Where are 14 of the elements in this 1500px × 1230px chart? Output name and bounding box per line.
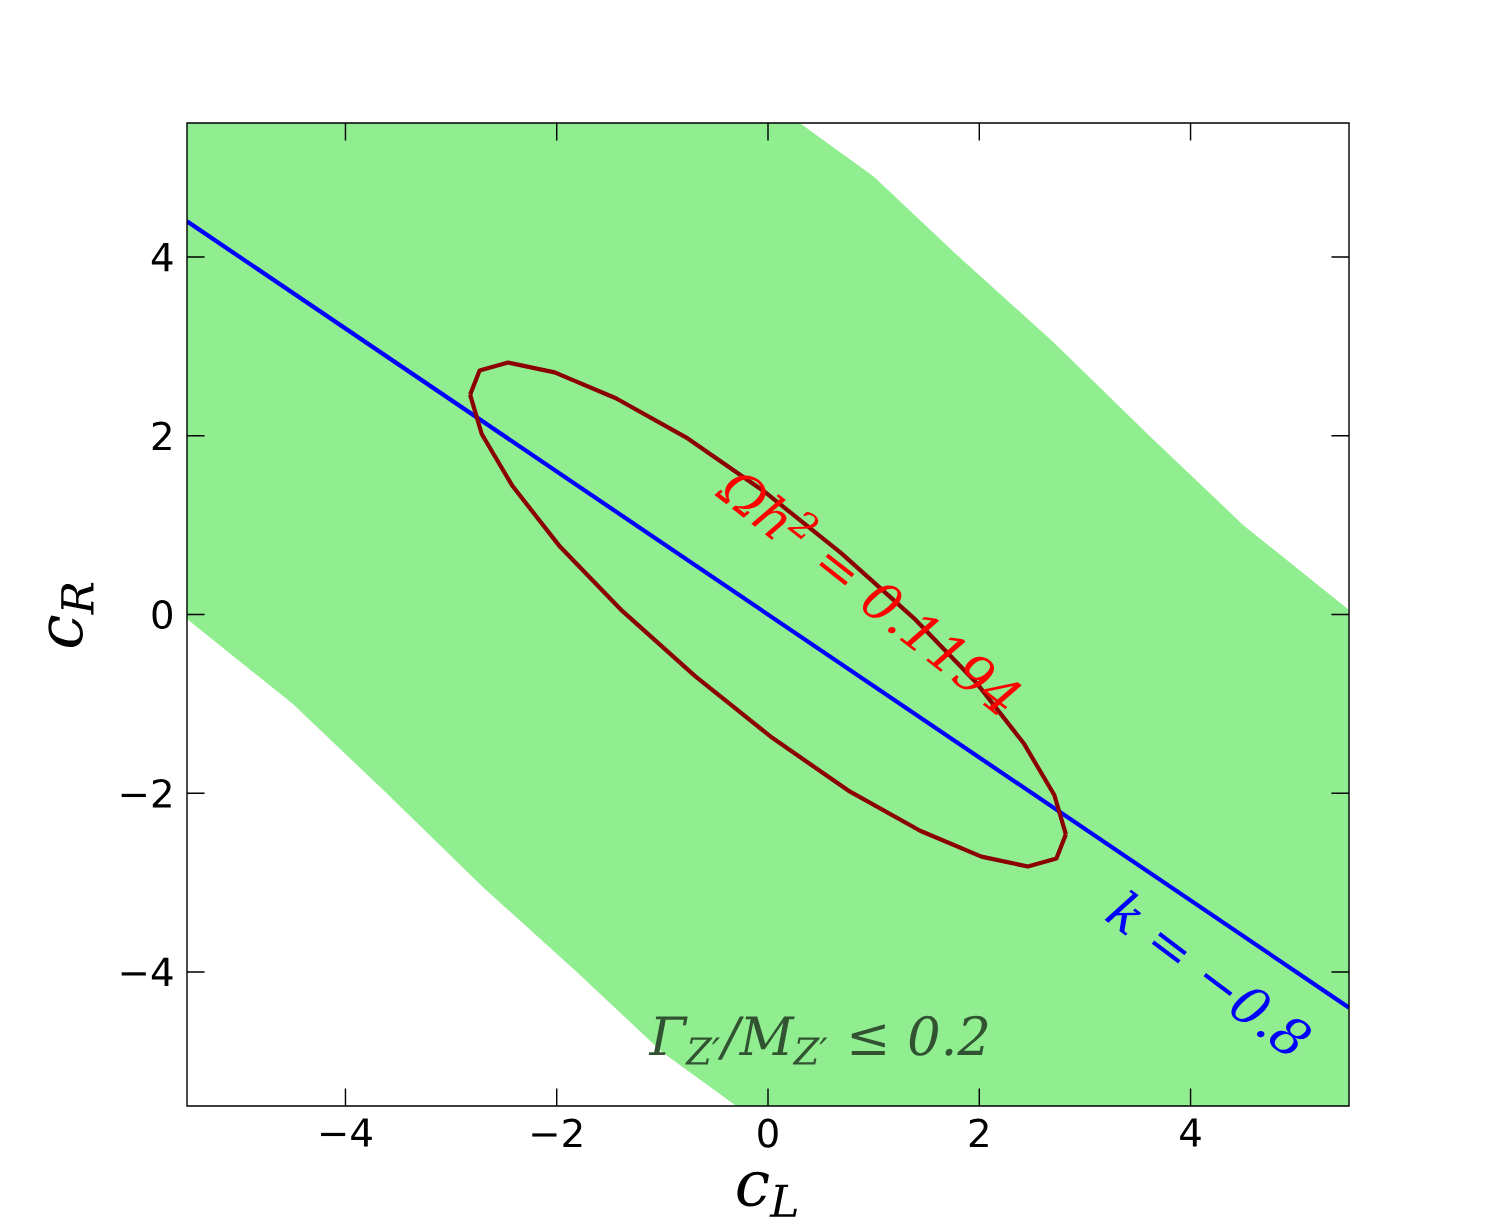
x-tick-label: −2	[532, 1118, 582, 1148]
annotation: Γ$_{Z′}$/M$_{Z′}$ ≤ 0.2	[648, 1015, 988, 1065]
y-tick-label: 4	[151, 242, 173, 272]
x-tick-label: −4	[321, 1118, 372, 1147]
y-tick-label: 0	[152, 599, 172, 630]
annotation: k = −0.8	[1104, 889, 1311, 1054]
x-tick-label: 0	[758, 1118, 778, 1148]
x-tick-label: 2	[969, 1118, 988, 1148]
y-axis-title: c$_{R}$	[48, 582, 94, 648]
y-tick-label: 2	[152, 421, 171, 451]
x-tick-label: 4	[1180, 1118, 1201, 1147]
x-axis-title: c$_{L}$	[737, 1171, 797, 1217]
y-tick-label: −2	[121, 778, 171, 808]
y-tick-label: −4	[121, 957, 173, 987]
